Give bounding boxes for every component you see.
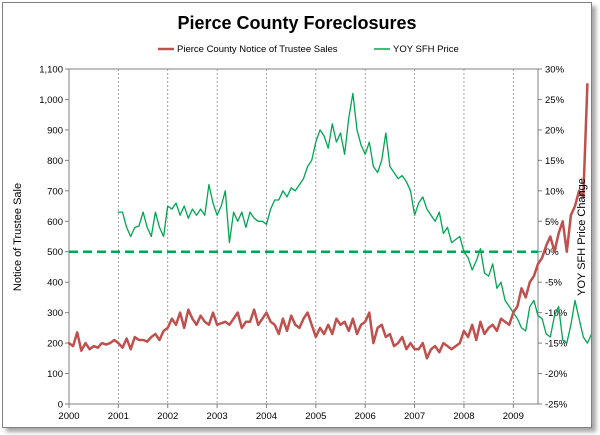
right-axis-title: YOY SFH Price Change — [576, 178, 588, 296]
x-tick-label-2009: 2009 — [503, 411, 524, 422]
chart-frame: Pierce County Foreclosures Pierce County… — [2, 2, 592, 428]
left-tick-label: 300 — [47, 308, 63, 319]
x-tick-label-2003: 2003 — [207, 411, 228, 422]
left-tick-label: 0 — [58, 400, 63, 411]
x-tick-label-2006: 2006 — [355, 411, 376, 422]
right-tick-label: 30% — [545, 65, 565, 76]
right-tick-label: -5% — [545, 278, 562, 289]
right-tick-label: 15% — [545, 156, 565, 167]
right-tick-label: 20% — [545, 125, 565, 136]
series-line-notice-of-trustee-sales — [67, 82, 589, 360]
grid-lines — [117, 69, 514, 404]
series-lines — [67, 82, 591, 360]
chart-svg: Pierce County Foreclosures Pierce County… — [12, 13, 591, 422]
left-tick-label: 200 — [47, 339, 63, 350]
left-tick-label: 1,000 — [39, 95, 63, 106]
left-tick-label: 600 — [47, 217, 63, 228]
left-axis-title: Notice of Trustee Sale — [12, 183, 24, 291]
right-tick-label: 10% — [545, 186, 565, 197]
left-tick-label: 900 — [47, 125, 63, 136]
right-axis: -25% -20% -15% -10% -5% 0% 5% 10% 15% 20% 25% 30% — [538, 65, 568, 411]
right-tick-label: -15% — [545, 339, 568, 350]
legend-label-yoy: YOY SFH Price — [393, 44, 459, 55]
left-tick-label: 100 — [47, 369, 63, 380]
x-tick-label-2004: 2004 — [256, 411, 277, 422]
x-tick-label-2000: 2000 — [58, 411, 79, 422]
x-axis: 2000 2001 2002 2003 2004 2005 2006 2007 2008 2009 — [58, 404, 524, 422]
x-tick-label-2002: 2002 — [157, 411, 178, 422]
right-tick-label: 0% — [545, 247, 559, 258]
right-tick-label: -10% — [545, 308, 568, 319]
right-tick-label: 5% — [545, 217, 559, 228]
left-tick-label: 800 — [47, 156, 63, 167]
left-tick-label: 500 — [47, 247, 63, 258]
left-axis: 0 100 200 300 400 500 600 700 800 900 1,000 1,100 — [39, 65, 69, 411]
legend-label-notice: Pierce County Notice of Trustee Sales — [177, 44, 338, 55]
plot-area — [68, 68, 539, 405]
series-line-yoy-sfh-price — [117, 92, 591, 344]
right-tick-label: -25% — [545, 400, 568, 411]
x-tick-label-2008: 2008 — [453, 411, 474, 422]
right-tick-label: -20% — [545, 369, 568, 380]
x-tick-label-2007: 2007 — [404, 411, 425, 422]
left-tick-label: 1,100 — [39, 65, 63, 76]
legend: Pierce County Notice of Trustee Sales YO… — [158, 44, 459, 55]
chart-title: Pierce County Foreclosures — [177, 13, 416, 33]
left-tick-label: 400 — [47, 278, 63, 289]
right-tick-label: 25% — [545, 95, 565, 106]
x-tick-label-2001: 2001 — [108, 411, 129, 422]
left-tick-label: 700 — [47, 186, 63, 197]
x-tick-label-2005: 2005 — [305, 411, 326, 422]
